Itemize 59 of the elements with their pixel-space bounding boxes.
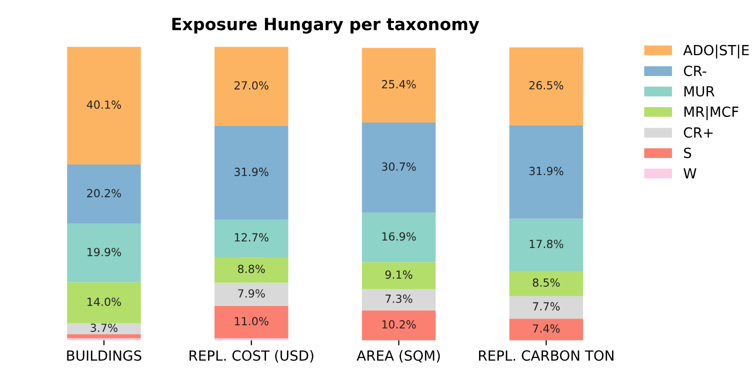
x-tick-label: AREA (SQM) bbox=[356, 350, 440, 362]
bar bbox=[362, 122, 436, 213]
bar bbox=[214, 126, 288, 220]
legend-label: S bbox=[684, 148, 692, 158]
legend-label: CR- bbox=[684, 66, 706, 76]
bar bbox=[362, 212, 436, 262]
bar bbox=[509, 218, 584, 272]
data-label: 11.0% bbox=[234, 316, 268, 326]
data-label: 31.9% bbox=[529, 166, 564, 176]
bar bbox=[509, 47, 584, 126]
legend-label: CR+ bbox=[684, 127, 713, 138]
data-label: 7.3% bbox=[386, 294, 412, 303]
bar bbox=[362, 48, 436, 122]
bar bbox=[362, 288, 436, 310]
legend-label: W bbox=[684, 168, 696, 178]
data-label: 27.0% bbox=[234, 81, 268, 90]
bar bbox=[67, 323, 141, 334]
bar bbox=[214, 46, 288, 126]
data-label: 7.7% bbox=[533, 302, 560, 311]
bar bbox=[362, 262, 436, 289]
legend-label: ADO|ST|E bbox=[683, 44, 749, 58]
data-label: 9.1% bbox=[385, 270, 412, 279]
bar bbox=[509, 271, 584, 296]
data-label: 40.1% bbox=[86, 100, 121, 109]
x-tick-label: BUILDINGS bbox=[67, 350, 142, 361]
bar bbox=[67, 164, 141, 224]
legend-label: MUR bbox=[684, 86, 715, 97]
bar bbox=[509, 125, 584, 219]
x-tick-label: REPL. CARBON TON bbox=[479, 350, 614, 361]
data-label: 8.5% bbox=[532, 278, 560, 287]
data-label: 16.9% bbox=[382, 232, 416, 241]
chart-title: Exposure Hungary per taxonomy bbox=[172, 18, 480, 34]
x-tick-label: REPL. COST (USD) bbox=[190, 350, 314, 362]
data-label: 26.5% bbox=[529, 81, 564, 90]
bar bbox=[214, 306, 288, 338]
data-label: 12.7% bbox=[234, 233, 268, 242]
data-label: 10.2% bbox=[382, 320, 416, 329]
data-label: 7.9% bbox=[238, 289, 265, 298]
data-label: 31.9% bbox=[234, 168, 268, 176]
bar bbox=[362, 310, 436, 340]
bar bbox=[509, 296, 584, 319]
bar bbox=[67, 46, 141, 164]
data-label: 8.8% bbox=[238, 264, 265, 274]
data-label: 25.4% bbox=[382, 80, 416, 88]
data-label: 20.2% bbox=[87, 188, 121, 198]
data-label: 7.4% bbox=[533, 324, 560, 333]
bar bbox=[67, 224, 141, 282]
bar bbox=[214, 282, 288, 306]
bar bbox=[214, 220, 288, 257]
legend-label: MR|MCF bbox=[684, 106, 738, 120]
data-label: 3.7% bbox=[90, 324, 118, 332]
bar bbox=[509, 318, 584, 340]
bar bbox=[67, 282, 141, 324]
bar bbox=[214, 256, 288, 283]
data-label: 30.7% bbox=[382, 162, 416, 171]
data-label: 17.8% bbox=[530, 240, 564, 248]
bar bbox=[67, 334, 141, 338]
data-label: 14.0% bbox=[88, 298, 121, 306]
data-label: 19.9% bbox=[88, 248, 121, 256]
